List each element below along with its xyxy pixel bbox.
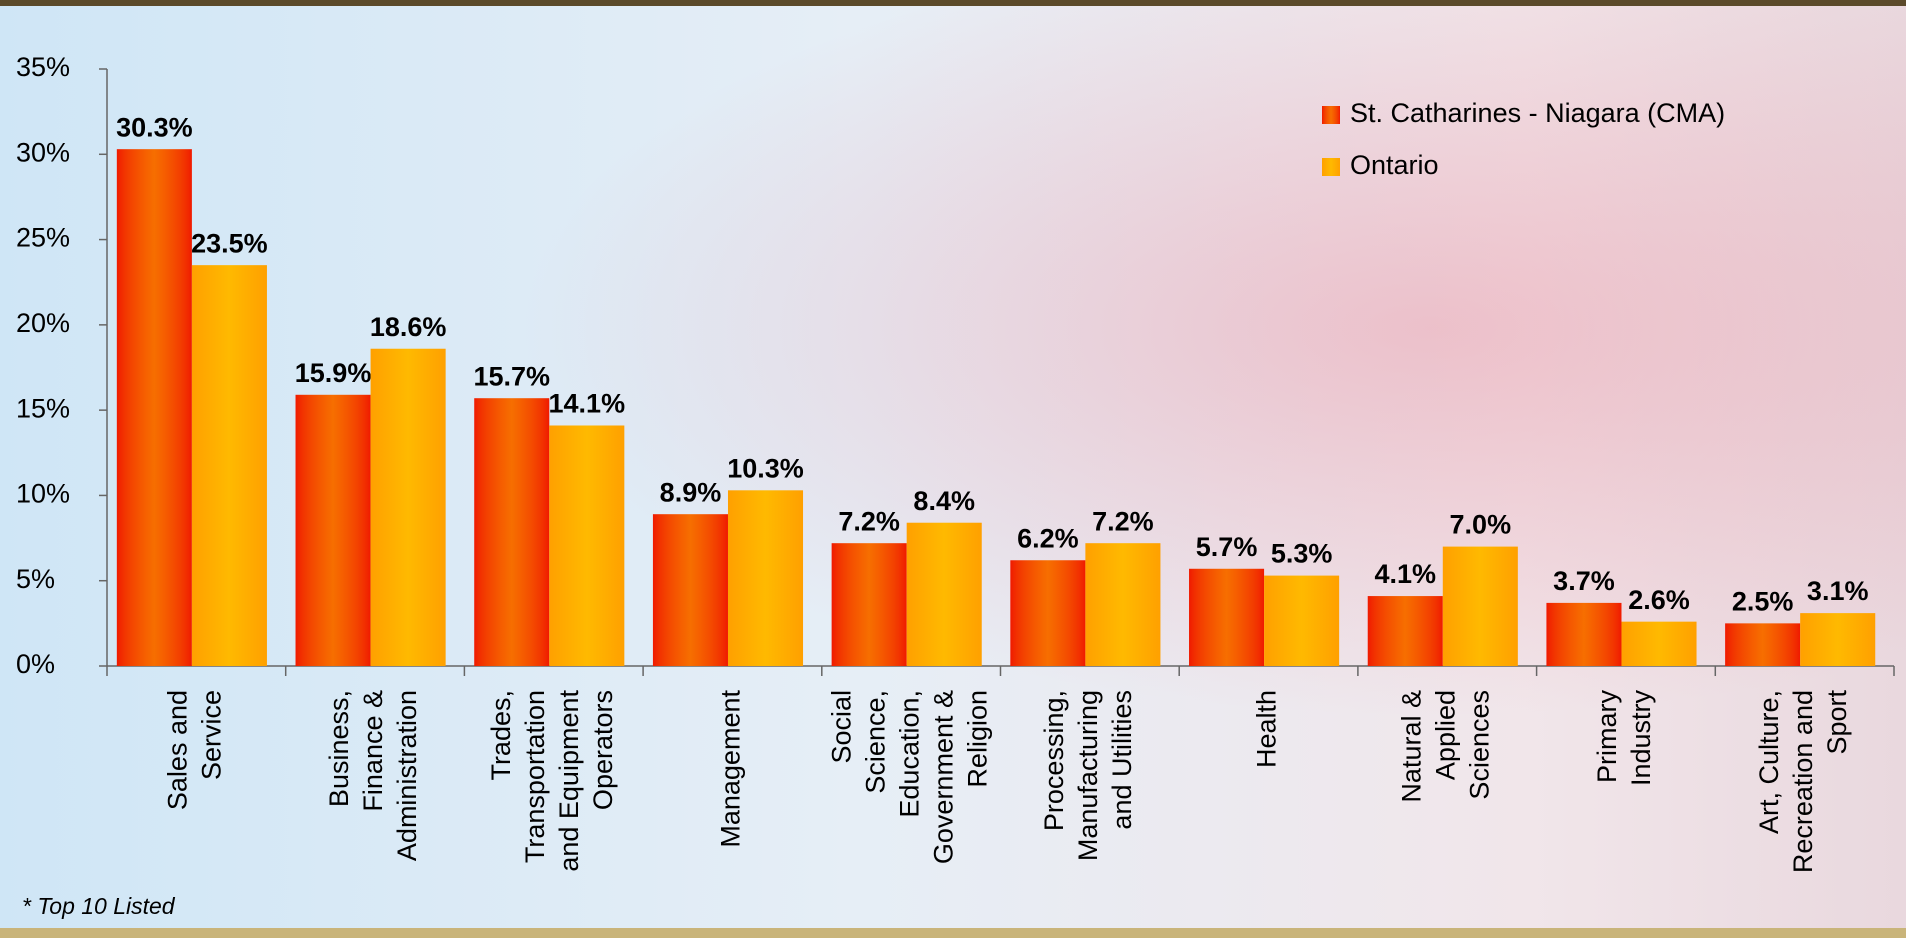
x-tick-label: Finance &: [358, 690, 388, 812]
x-tick-label: Business,: [324, 690, 354, 807]
x-tick-label: Service: [196, 690, 226, 780]
value-label: 3.7%: [1553, 566, 1615, 596]
bar: [907, 523, 982, 666]
bar: [832, 543, 907, 666]
x-tick-label: Natural &: [1396, 690, 1426, 803]
value-label: 8.9%: [660, 477, 722, 507]
bar: [653, 514, 728, 666]
value-label: 7.2%: [838, 506, 900, 536]
y-tick-label: 30%: [16, 137, 70, 167]
chart: * Top 10 Listed 0% 5% 10% 15% 20% 25% 30% 35% Sa…: [0, 0, 1906, 938]
value-label: 3.1%: [1807, 576, 1869, 606]
x-tick-label: Recreation and: [1788, 690, 1818, 873]
y-tick-label: 10%: [16, 479, 70, 509]
bar: [549, 425, 624, 666]
value-label: 18.6%: [370, 312, 447, 342]
value-label: 5.3%: [1271, 539, 1333, 569]
x-tick-label: Social: [826, 690, 856, 764]
legend-label: Ontario: [1350, 150, 1439, 180]
value-label: 6.2%: [1017, 523, 1079, 553]
value-label: 2.5%: [1732, 586, 1794, 616]
x-tick-label: Administration: [392, 690, 422, 861]
y-tick-label: 5%: [16, 564, 55, 594]
x-tick-label: Primary: [1592, 690, 1622, 783]
legend-swatch: [1322, 106, 1340, 124]
bar: [296, 395, 371, 666]
bar: [1800, 613, 1875, 666]
x-tick-label: Operators: [588, 690, 618, 810]
bar: [1368, 596, 1443, 666]
value-label: 5.7%: [1196, 532, 1258, 562]
x-tick-label: Sport: [1822, 690, 1852, 755]
value-label: 30.3%: [116, 112, 193, 142]
legend-swatch: [1322, 158, 1340, 176]
x-tick-label: Art, Culture,: [1754, 690, 1784, 834]
value-label: 10.3%: [727, 453, 804, 483]
bar: [1189, 569, 1264, 666]
x-tick-label: Transportation: [520, 690, 550, 863]
bar: [1725, 623, 1800, 666]
y-tick-label: 20%: [16, 308, 70, 338]
x-tick-label: Science,: [860, 690, 890, 794]
bar: [474, 398, 549, 666]
value-label: 7.0%: [1450, 510, 1512, 540]
x-tick-label: Trades,: [486, 690, 516, 781]
value-label: 4.1%: [1374, 559, 1436, 589]
x-tick-label: Religion: [962, 690, 992, 788]
x-tick-label: Sciences: [1464, 690, 1494, 800]
value-label: 23.5%: [191, 228, 268, 258]
y-tick-label: 0%: [16, 649, 55, 679]
bar: [1264, 576, 1339, 666]
bar: [728, 490, 803, 666]
value-label: 2.6%: [1628, 585, 1690, 615]
x-tick-label: Education,: [894, 690, 924, 818]
x-tick-label: Processing,: [1039, 690, 1069, 831]
x-tick-label: and Equipment: [554, 690, 584, 872]
x-tick-label: and Utilities: [1107, 690, 1137, 830]
x-tick-label: Government &: [928, 690, 958, 864]
value-label: 14.1%: [549, 389, 626, 419]
bar: [1443, 547, 1518, 666]
x-tick-label: Applied: [1430, 690, 1460, 780]
bar: [1010, 560, 1085, 666]
value-label: 15.9%: [295, 358, 372, 388]
x-tick-label: Industry: [1626, 690, 1656, 787]
x-tick-label: Manufacturing: [1073, 690, 1103, 861]
x-tick-label: Management: [716, 690, 746, 848]
legend-label: St. Catharines - Niagara (CMA): [1350, 98, 1725, 128]
bar: [1085, 543, 1160, 666]
bar: [192, 265, 267, 666]
y-tick-label: 25%: [16, 223, 70, 253]
y-tick-label: 15%: [16, 393, 70, 423]
y-tick-label: 35%: [16, 52, 70, 82]
x-tick-label: Health: [1252, 690, 1282, 768]
x-tick-label: Sales and: [162, 690, 192, 810]
bar: [117, 149, 192, 666]
value-label: 7.2%: [1092, 506, 1154, 536]
bar: [371, 349, 446, 666]
value-label: 15.7%: [473, 361, 550, 391]
value-label: 8.4%: [913, 486, 975, 516]
footnote: * Top 10 Listed: [22, 893, 176, 919]
bar: [1546, 603, 1621, 666]
bar: [1621, 622, 1696, 666]
